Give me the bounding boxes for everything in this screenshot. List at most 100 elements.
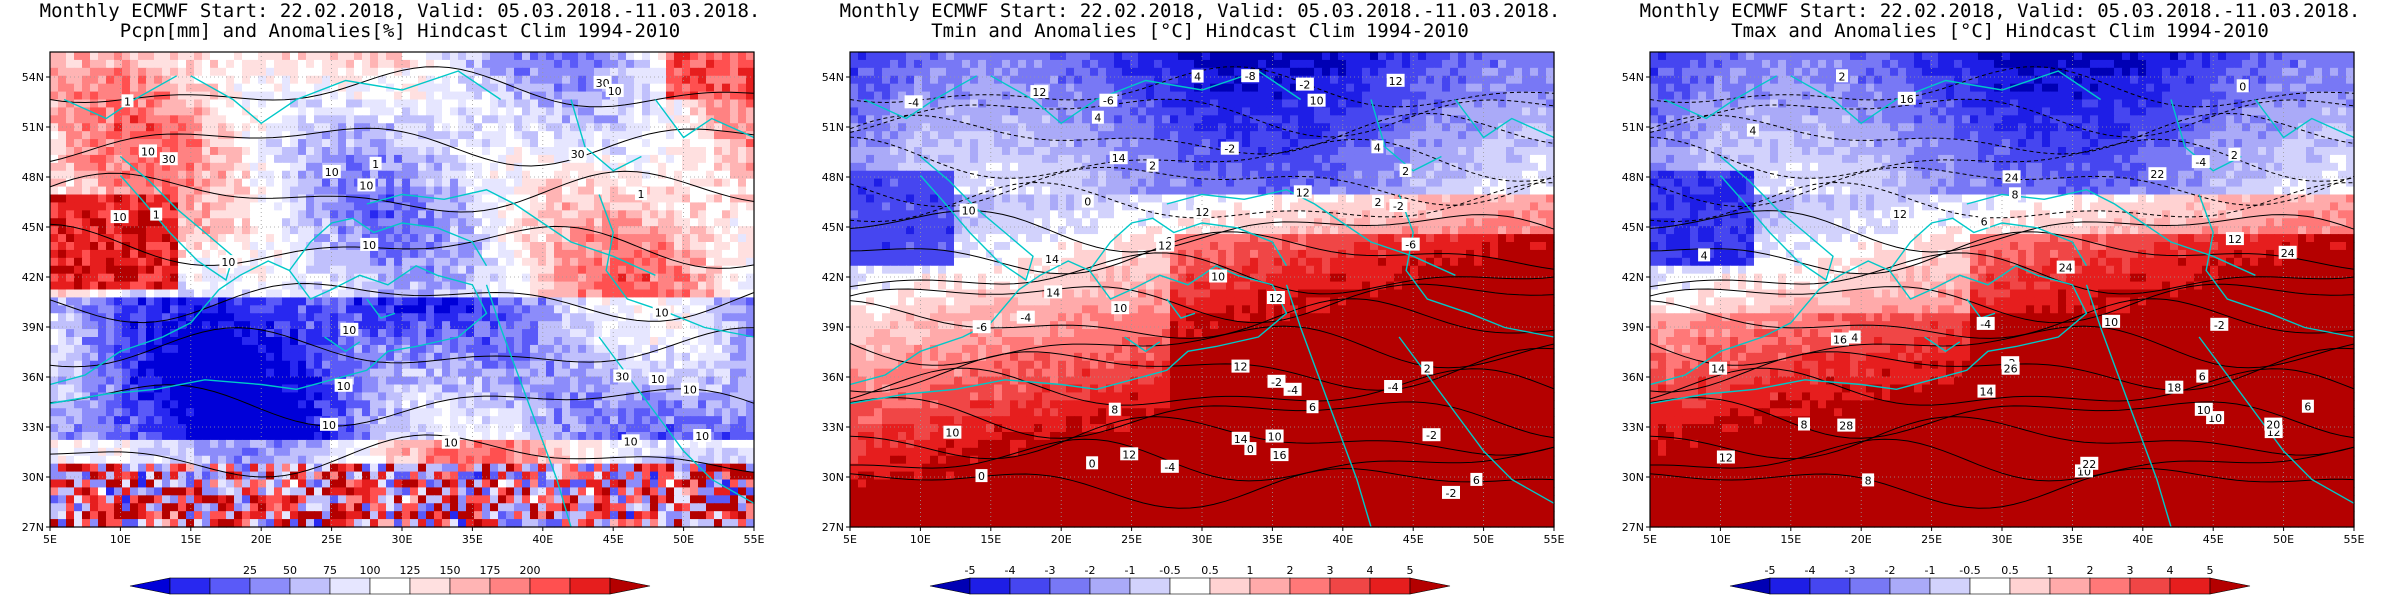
colorbar-swatch <box>1169 577 1211 595</box>
contour-label: 10 <box>945 427 959 440</box>
contour-label: 6 <box>2304 401 2311 414</box>
climatology-contours <box>49 66 755 478</box>
contour-label-box <box>1977 384 1996 398</box>
contour-label-box <box>1293 185 1312 199</box>
contour-label-box <box>2196 369 2209 383</box>
latitude-labels: 54N 51N 48N 45N 42N 39N 36N 33N 30N 27N <box>1622 71 1650 534</box>
contour-label: 10 <box>444 437 458 450</box>
contour-label: 0 <box>978 470 985 483</box>
colorbar-swatch <box>1129 577 1171 595</box>
contour-label: -4 <box>1388 381 1399 394</box>
colorbar-label: 2 <box>2087 564 2094 577</box>
contour-label-box <box>1422 428 1441 442</box>
colorbar-swatch <box>2089 577 2131 595</box>
longitude-label: 55E <box>1544 533 1565 546</box>
contour-label-box <box>1160 459 1179 473</box>
contour-label-box <box>975 469 988 483</box>
contour-label: 12 <box>1122 448 1136 461</box>
colorbar-label: 150 <box>440 564 461 577</box>
longitude-label: 5E <box>1643 533 1657 546</box>
contour-label: 2 <box>2231 149 2238 162</box>
panel-tmin: Monthly ECMWF Start: 22.02.2018, Valid: … <box>800 0 1600 600</box>
contour-label: 16 <box>1273 449 1287 462</box>
contour-label-box <box>1265 429 1284 443</box>
contour-label-box <box>1976 316 1995 330</box>
colorbar-label: 0.5 <box>1201 564 1219 577</box>
colorbar-swatch <box>409 577 451 595</box>
latitude-label: 27N <box>822 521 844 534</box>
longitude-label: 10E <box>1710 533 1731 546</box>
contour-label-box <box>1120 447 1139 461</box>
colorbar-swatch <box>1209 577 1251 595</box>
contour-label-box <box>1978 214 1991 228</box>
colorbar-swatch <box>449 577 491 595</box>
contour-label: -6 <box>1405 239 1416 252</box>
latitude-label: 33N <box>1622 421 1644 434</box>
contour-label-box <box>904 95 923 109</box>
colorbar-swatch <box>2209 577 2251 595</box>
longitude-label: 20E <box>1051 533 1072 546</box>
contour-label: 10 <box>683 384 697 397</box>
contour-label: 10 <box>1113 302 1127 315</box>
colorbar-swatch <box>1249 577 1291 595</box>
contour-label-box <box>635 187 647 201</box>
contour-label-box <box>1389 199 1408 212</box>
longitude-label: 50E <box>673 533 694 546</box>
contour-label-box <box>613 369 632 383</box>
colorbar-swatch <box>1969 577 2011 595</box>
colorbar-label: 3 <box>1327 564 1334 577</box>
panel-title-line1: Monthly ECMWF Start: 22.02.2018, Valid: … <box>39 0 761 22</box>
contour-label: 10 <box>1211 271 1225 284</box>
longitude-label: 45E <box>1403 533 1424 546</box>
contour-label-box <box>1156 238 1175 252</box>
contour-label: 10 <box>141 145 155 158</box>
colorbar-swatch <box>1089 577 1131 595</box>
contour-label-box <box>1831 332 1849 346</box>
latitude-label: 51N <box>822 121 844 134</box>
contour-label-box <box>2301 399 2314 413</box>
longitude-label: 25E <box>1921 533 1942 546</box>
latitude-label: 45N <box>22 221 44 234</box>
latitude-label: 54N <box>822 71 844 84</box>
contour-label-box <box>2102 314 2121 328</box>
contour-label-box <box>441 435 460 449</box>
contour-label: 30 <box>162 153 176 166</box>
longitude-label: 40E <box>2132 533 2153 546</box>
colorbar-label: 200 <box>520 564 541 577</box>
longitude-label: 40E <box>532 533 553 546</box>
latitude-label: 48N <box>22 171 44 184</box>
contour-label-box <box>150 207 163 221</box>
contour-label: 6 <box>1309 401 1316 414</box>
colorbar-swatch <box>249 577 291 595</box>
contour-label: -2 <box>1426 429 1437 442</box>
contour-label-box <box>110 210 129 224</box>
longitude-label: 25E <box>321 533 342 546</box>
longitude-label: 35E <box>2062 533 2083 546</box>
contour-label: 12 <box>1234 361 1248 374</box>
colorbar: 25 50 75 100 125 150 175 200 <box>129 564 651 595</box>
contour-label-box <box>1307 93 1326 107</box>
longitude-label: 35E <box>1262 533 1283 546</box>
contour-label: -8 <box>1245 70 1256 83</box>
latitude-label: 45N <box>822 221 844 234</box>
contour-label-box <box>1798 417 1810 431</box>
contour-label-box <box>1295 77 1314 91</box>
contour-label: 10 <box>962 205 976 218</box>
contour-label-box <box>959 203 978 217</box>
contour-label-box <box>2225 232 2244 246</box>
contour-label-box <box>2009 187 2021 201</box>
colorbar-label: 100 <box>360 564 381 577</box>
longitude-label: 20E <box>251 533 272 546</box>
contour-label-box <box>1372 195 1384 209</box>
colorbar-label: 125 <box>400 564 421 577</box>
contour-label-box <box>648 372 667 386</box>
colorbar-label: 2 <box>1287 564 1294 577</box>
latitude-label: 51N <box>1622 121 1644 134</box>
colorbar-label: -4 <box>1005 564 1016 577</box>
contour-label-box <box>1030 85 1049 99</box>
contour-label-box <box>1862 473 1875 487</box>
colorbar-swatch <box>1049 577 1091 595</box>
colorbar-swatch <box>2049 577 2091 595</box>
